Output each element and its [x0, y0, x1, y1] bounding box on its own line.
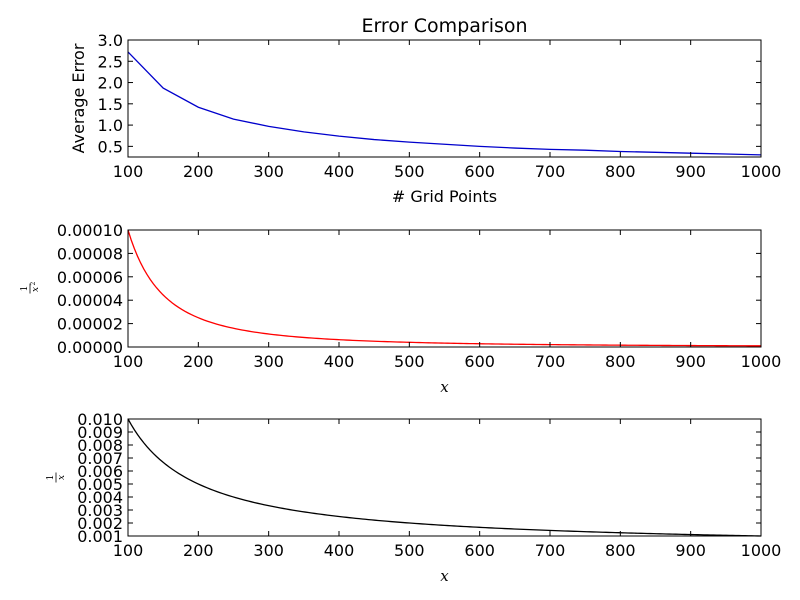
x-tick-label: 700: [535, 162, 566, 181]
y-tick-label: 0.5: [98, 137, 123, 156]
x-tick-label: 600: [464, 352, 495, 371]
x-tick-label: 200: [183, 162, 214, 181]
y-tick-label: 0.006: [77, 462, 123, 481]
x-axis-label: # Grid Points: [392, 187, 497, 206]
y-tick-label: 0.004: [77, 488, 123, 507]
x-tick-label: 100: [113, 162, 144, 181]
y-label-denominator: x: [31, 287, 41, 292]
axes-frame: [127, 229, 762, 348]
x-tick-label: 900: [675, 541, 706, 560]
y-tick-label: 0.00010: [57, 221, 123, 240]
x-tick-label: 400: [324, 162, 355, 181]
x-tick-label: 800: [605, 162, 636, 181]
x-tick-label: 100: [113, 541, 144, 560]
y-label-denominator: x: [57, 475, 67, 480]
x-tick-label: 900: [675, 352, 706, 371]
y-tick-label: 0.009: [77, 423, 123, 442]
x-tick-label: 900: [675, 162, 706, 181]
y-label-numerator: 1: [20, 286, 30, 292]
chart-title: Error Comparison: [361, 15, 527, 37]
axes-frame: [127, 39, 762, 158]
y-tick-label: 0.002: [77, 514, 123, 533]
y-tick-label: 0.00004: [57, 291, 123, 310]
x-tick-label: 700: [535, 541, 566, 560]
x-tick-label: 200: [183, 541, 214, 560]
x-tick-label: 800: [605, 352, 636, 371]
x-tick-label: 500: [394, 541, 425, 560]
y-tick-label: 0.007: [77, 449, 123, 468]
x-tick-label: 300: [253, 352, 284, 371]
x-axis-label: x: [440, 567, 449, 585]
y-tick-label: 2.5: [98, 52, 123, 71]
y-tick-label: 3.0: [98, 31, 123, 50]
y-tick-label: 0.001: [77, 527, 123, 546]
x-tick-label: 1000: [741, 352, 782, 371]
y-tick-label: 2.0: [98, 74, 123, 93]
x-tick-label: 800: [605, 541, 636, 560]
y-tick-label: 0.010: [77, 410, 123, 429]
y-label-exponent: 2: [30, 282, 37, 286]
series-line: [127, 229, 762, 347]
y-tick-label: 0.00002: [57, 315, 123, 334]
y-tick-label: 1.0: [98, 116, 123, 135]
x-tick-label: 400: [324, 352, 355, 371]
y-tick-label: 0.00006: [57, 268, 123, 287]
y-tick-label: 1.5: [98, 95, 123, 114]
x-axis-label: x: [440, 378, 449, 396]
subplot-1: 100 200 300 400 500 600 700 800 900 1000 0.5 1.0 1.5…: [69, 15, 781, 206]
subplot-3: 100 200 300 400 500 600 700 800 900 10000.0010.00…: [46, 410, 781, 585]
y-label-numerator: 1: [46, 475, 56, 481]
x-tick-label: 300: [253, 162, 284, 181]
y-tick-label: 0.008: [77, 436, 123, 455]
series-line: [127, 51, 762, 156]
x-tick-label: 100: [113, 352, 144, 371]
subplot-2: 100 200 300 400 500 600 700 800 900 1000 0.00000 0.…: [20, 221, 781, 396]
y-axis-label: 1 x2: [20, 282, 41, 294]
x-tick-label: 700: [535, 352, 566, 371]
y-tick-label: 0.00008: [57, 244, 123, 263]
x-tick-label: 200: [183, 352, 214, 371]
y-tick-label: 0.003: [77, 501, 123, 520]
x-tick-label: 1000: [741, 162, 782, 181]
y-axis-label: Average Error: [69, 43, 88, 153]
x-tick-label: 600: [464, 541, 495, 560]
axes-frame: [127, 418, 762, 537]
x-tick-label: 500: [394, 162, 425, 181]
y-tick-label: 0.00000: [57, 338, 123, 357]
x-tick-label: 1000: [741, 541, 782, 560]
x-tick-label: 500: [394, 352, 425, 371]
y-tick-label: 0.005: [77, 475, 123, 494]
x-tick-label: 600: [464, 162, 495, 181]
series-line: [127, 418, 762, 537]
x-tick-label: 400: [324, 541, 355, 560]
x-tick-label: 300: [253, 541, 284, 560]
